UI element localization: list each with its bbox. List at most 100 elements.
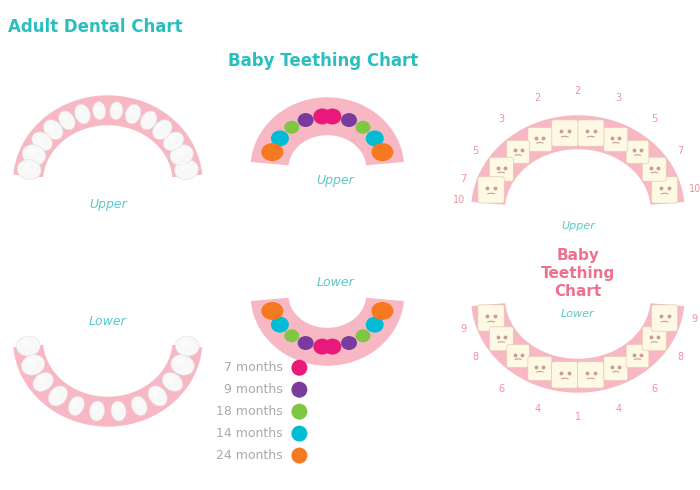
Text: Adult Dental Chart: Adult Dental Chart <box>8 19 183 36</box>
Ellipse shape <box>314 339 331 355</box>
Text: 3: 3 <box>498 114 505 124</box>
Ellipse shape <box>356 121 370 134</box>
FancyBboxPatch shape <box>652 305 678 331</box>
Text: 5: 5 <box>472 146 478 156</box>
Ellipse shape <box>112 105 118 112</box>
Ellipse shape <box>22 145 46 165</box>
Polygon shape <box>13 345 202 427</box>
Ellipse shape <box>27 358 35 366</box>
Ellipse shape <box>163 132 183 150</box>
Ellipse shape <box>271 317 289 333</box>
Ellipse shape <box>298 336 314 350</box>
Polygon shape <box>251 98 404 165</box>
Ellipse shape <box>59 111 75 130</box>
Ellipse shape <box>141 111 157 130</box>
FancyBboxPatch shape <box>478 305 504 331</box>
Text: 6: 6 <box>498 384 505 394</box>
Ellipse shape <box>168 135 175 142</box>
Ellipse shape <box>366 130 384 147</box>
Text: Upper: Upper <box>561 221 595 231</box>
Polygon shape <box>471 115 684 205</box>
Text: 1: 1 <box>575 412 581 422</box>
Polygon shape <box>13 96 202 177</box>
Circle shape <box>291 382 307 398</box>
Text: 8: 8 <box>472 352 478 362</box>
Ellipse shape <box>33 372 53 392</box>
Ellipse shape <box>261 302 284 320</box>
Ellipse shape <box>78 108 84 115</box>
Ellipse shape <box>92 102 106 120</box>
Ellipse shape <box>323 108 342 124</box>
FancyBboxPatch shape <box>507 344 529 368</box>
Ellipse shape <box>298 113 314 127</box>
Polygon shape <box>471 303 684 392</box>
Text: Lower: Lower <box>316 276 354 290</box>
FancyBboxPatch shape <box>528 356 552 380</box>
Ellipse shape <box>134 400 141 407</box>
Ellipse shape <box>90 401 104 421</box>
Circle shape <box>291 447 307 464</box>
Ellipse shape <box>75 104 90 124</box>
FancyBboxPatch shape <box>552 120 578 146</box>
Ellipse shape <box>43 120 63 140</box>
Ellipse shape <box>125 104 141 124</box>
Ellipse shape <box>71 400 78 407</box>
FancyBboxPatch shape <box>626 344 649 368</box>
Ellipse shape <box>261 143 284 161</box>
FancyBboxPatch shape <box>507 141 529 163</box>
Ellipse shape <box>152 390 159 397</box>
Ellipse shape <box>22 339 30 347</box>
Ellipse shape <box>167 376 174 383</box>
Ellipse shape <box>284 121 299 134</box>
Ellipse shape <box>171 355 195 375</box>
Text: 9 months: 9 months <box>224 383 282 396</box>
FancyBboxPatch shape <box>578 362 604 388</box>
Ellipse shape <box>176 358 184 366</box>
Text: 4: 4 <box>534 404 540 415</box>
Ellipse shape <box>366 317 384 333</box>
Text: 7: 7 <box>678 146 684 156</box>
Text: Baby Teething Chart: Baby Teething Chart <box>228 52 418 71</box>
Ellipse shape <box>37 376 45 383</box>
Ellipse shape <box>372 143 393 161</box>
Ellipse shape <box>18 160 41 180</box>
Text: 7 months: 7 months <box>223 361 282 374</box>
Ellipse shape <box>181 339 189 347</box>
Ellipse shape <box>174 160 198 180</box>
Ellipse shape <box>16 336 40 356</box>
Ellipse shape <box>111 401 126 421</box>
Text: Baby: Baby <box>556 248 599 264</box>
Ellipse shape <box>48 386 67 406</box>
FancyBboxPatch shape <box>643 157 666 181</box>
Text: 3: 3 <box>615 94 622 103</box>
FancyBboxPatch shape <box>552 362 578 388</box>
Text: 5: 5 <box>651 114 657 124</box>
Ellipse shape <box>69 396 84 416</box>
Text: Upper: Upper <box>316 173 354 187</box>
FancyBboxPatch shape <box>578 120 604 146</box>
Text: Teething: Teething <box>540 267 615 281</box>
Text: 14 months: 14 months <box>216 427 282 440</box>
FancyBboxPatch shape <box>652 177 678 203</box>
Ellipse shape <box>22 163 31 171</box>
Ellipse shape <box>52 390 60 397</box>
Text: 9: 9 <box>460 323 466 334</box>
Text: 18 months: 18 months <box>216 405 282 418</box>
Ellipse shape <box>180 163 188 171</box>
FancyBboxPatch shape <box>604 127 628 151</box>
Ellipse shape <box>372 302 393 320</box>
Ellipse shape <box>21 355 45 375</box>
Text: 4: 4 <box>615 404 622 415</box>
Ellipse shape <box>92 405 98 412</box>
Text: 2: 2 <box>575 86 581 97</box>
Text: 24 months: 24 months <box>216 449 282 462</box>
Ellipse shape <box>271 130 289 147</box>
Circle shape <box>291 426 307 441</box>
Ellipse shape <box>27 148 36 156</box>
FancyBboxPatch shape <box>626 141 649 163</box>
Ellipse shape <box>128 108 134 115</box>
FancyBboxPatch shape <box>604 356 628 380</box>
Ellipse shape <box>32 132 52 150</box>
Ellipse shape <box>341 336 357 350</box>
FancyBboxPatch shape <box>643 327 666 351</box>
